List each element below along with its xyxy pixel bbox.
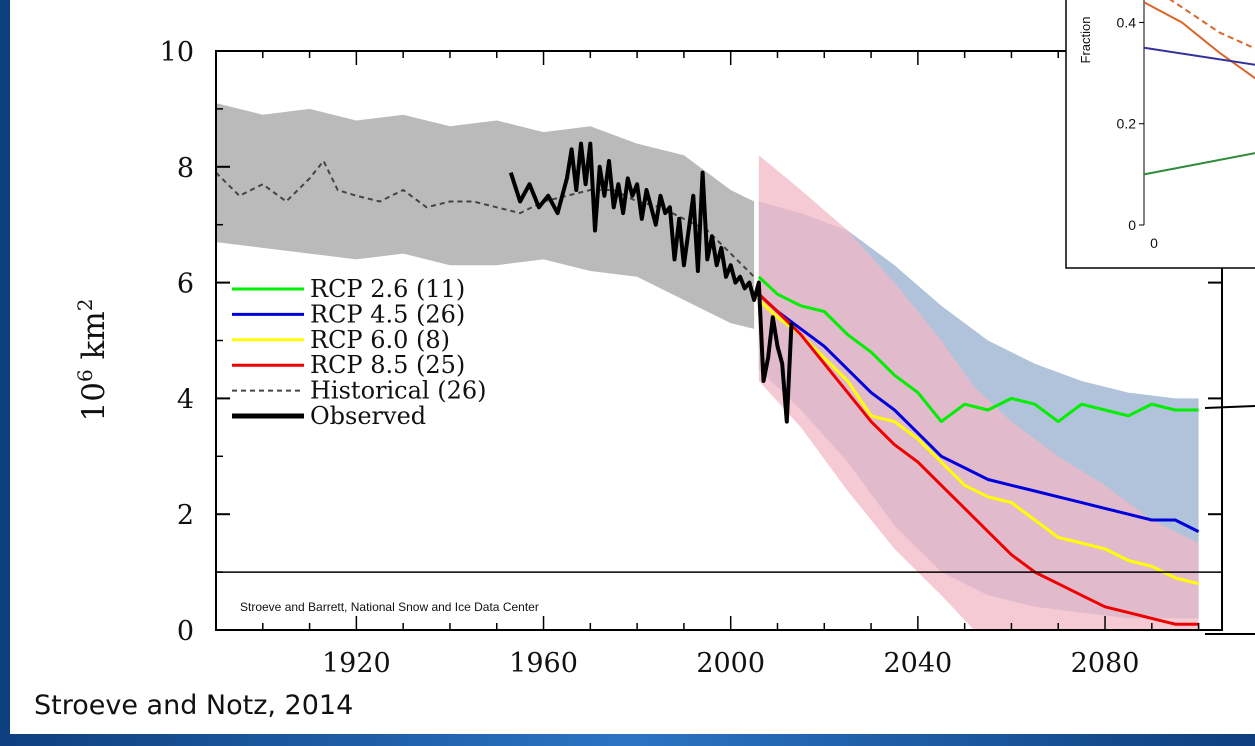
series-lines — [215, 141, 1200, 626]
x-tick-label: 2000 — [696, 648, 765, 679]
x-tick-label: 2080 — [1071, 648, 1140, 679]
legend: RCP 2.6 (11)RCP 4.5 (26)RCP 6.0 (8)RCP 8… — [232, 275, 486, 430]
inset-line-inset_orange_dashed — [1169, 0, 1255, 50]
legend-label-rcp85: RCP 8.5 (25) — [310, 351, 465, 379]
series-line-observed — [508, 141, 794, 424]
y-tick-label: 8 — [177, 153, 194, 184]
tick-labels: 0 2 4 6 8 10 1920 1960 2000 2040 2080 — [160, 37, 1140, 679]
fraction-inset: 0 0.2 0.4 0 Fraction — [1065, 0, 1255, 269]
inset-y-tick-label: 0.4 — [1117, 14, 1137, 30]
x-tick-label: 1920 — [322, 648, 391, 679]
right-edge-marks — [1204, 405, 1255, 635]
y-tick-label: 2 — [177, 500, 194, 531]
legend-label-rcp60: RCP 6.0 (8) — [310, 326, 450, 354]
right-mark-upper — [1204, 405, 1255, 409]
source-annotation: Stroeve and Barrett, National Snow and I… — [240, 600, 539, 614]
inset-y-axis-label: Fraction — [1078, 17, 1093, 64]
y-tick-label: 10 — [160, 37, 194, 68]
y-tick-label: 6 — [177, 269, 194, 300]
band-rcp85_band — [758, 155, 1199, 630]
inset-line-inset_orange — [1143, 1, 1255, 80]
legend-label-historical: Historical (26) — [310, 377, 486, 405]
inset-frame — [1065, 0, 1255, 269]
inset-line-inset_blue — [1143, 46, 1255, 66]
series-line-rcp85 — [757, 293, 1199, 626]
x-tick-label: 1960 — [509, 648, 578, 679]
y-tick-label: 0 — [177, 616, 194, 647]
band-hist_band — [216, 103, 755, 329]
legend-label-rcp45: RCP 4.5 (26) — [310, 300, 465, 328]
y-tick-label: 4 — [177, 384, 194, 415]
citation: Stroeve and Notz, 2014 — [34, 690, 354, 721]
legend-label-observed: Observed — [310, 402, 426, 430]
inset-line-inset_green — [1143, 152, 1255, 176]
y-axis-label: 106 km2 — [73, 299, 112, 422]
series-line-rcp60 — [757, 298, 1199, 586]
inset-y-tick-label: 0.2 — [1117, 116, 1137, 132]
x-tick-label: 2040 — [884, 648, 953, 679]
series-line-rcp45 — [757, 293, 1200, 533]
legend-label-rcp26: RCP 2.6 (11) — [310, 275, 465, 303]
inset-y-tick-label: 0 — [1128, 217, 1136, 233]
inset-x-tick-label: 0 — [1150, 235, 1158, 251]
uncertainty-bands — [216, 103, 1199, 630]
series-line-rcp26 — [757, 275, 1199, 424]
